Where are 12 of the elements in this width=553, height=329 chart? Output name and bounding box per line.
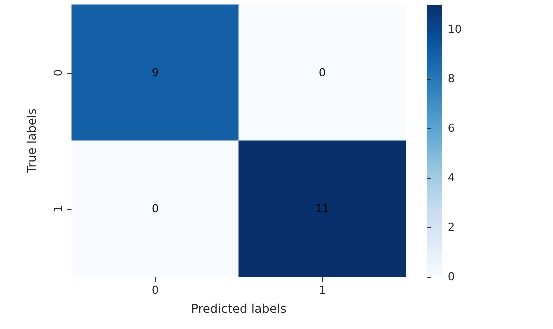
x-axis-title: Predicted labels [191,302,287,316]
data-label: 9 [152,66,159,80]
color-bar-label: 2 [448,221,455,234]
data-label: 0 [319,66,326,80]
data-label: 11 [316,202,330,216]
color-bar-label: 4 [448,172,455,185]
color-bar-label: 10 [448,23,462,36]
color-bar-label: 8 [448,72,455,86]
color-bar-label: 0 [448,270,455,284]
color-bar-label: 6 [448,122,455,136]
y-axis-title: True labels [25,108,39,174]
data-label: 0 [152,202,159,216]
